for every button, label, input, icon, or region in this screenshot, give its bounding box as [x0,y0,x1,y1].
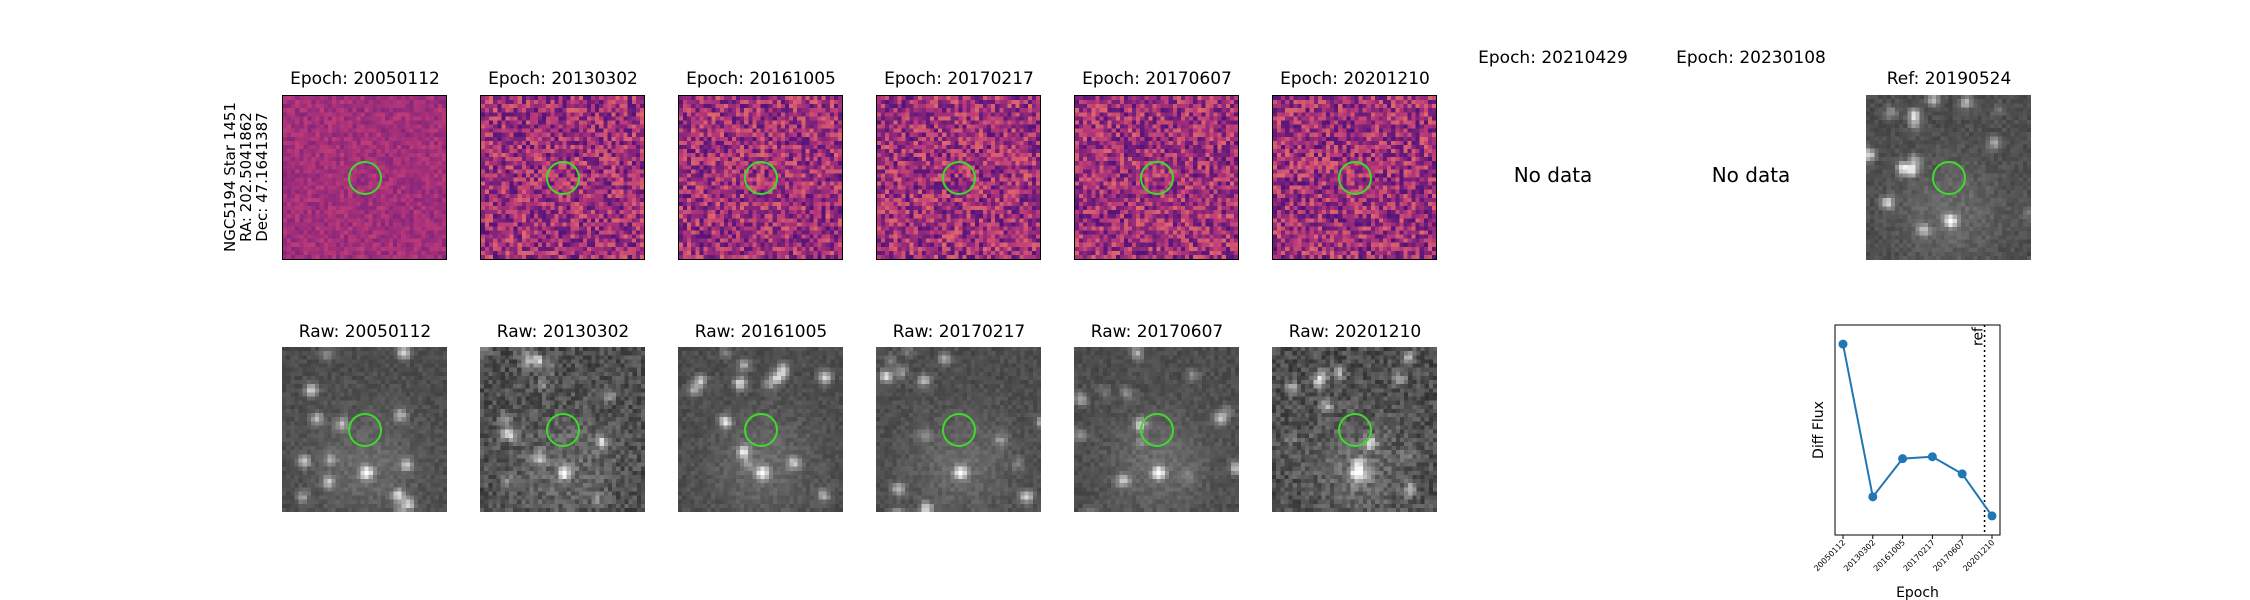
aperture-circle [941,160,976,195]
aperture-circle [743,160,778,195]
diff-title-3: Epoch: 20161005 [686,69,836,89]
diff-flux-point-20050112 [1838,339,1848,349]
aperture-circle [1337,412,1372,447]
x-axis-label: Epoch [1896,585,1939,600]
aperture-circle [941,412,976,447]
raw-image-5 [1074,347,1239,512]
light-curve-chart: 2005011220130302201610052017021720170607… [1811,324,2001,600]
raw-image-3 [678,347,843,512]
diff-flux-point-20130302 [1868,492,1878,502]
aperture-circle [1139,160,1174,195]
diff-title-7: Epoch: 20210429 [1478,48,1628,68]
aperture-circle [743,412,778,447]
reference-line-label: ref [1971,326,1987,346]
diff-title-4: Epoch: 20170217 [884,69,1034,89]
no-data-message-7: No data [1513,163,1593,187]
diff-title-1: Epoch: 20050112 [290,69,440,89]
raw-image-6 [1272,347,1437,512]
raw-title-4: Raw: 20170217 [892,322,1026,342]
diff-title-6: Epoch: 20201210 [1280,69,1430,89]
diff-image-1 [282,95,447,260]
aperture-circle [545,160,580,195]
raw-image-1 [282,347,447,512]
diff-image-6 [1272,95,1437,260]
ref-image [1866,95,2031,260]
diff-image-4 [876,95,1041,260]
raw-title-6: Raw: 20201210 [1288,322,1422,342]
diff-flux-series-line [1842,343,1993,517]
target-ra: RA: 202.5041862 [237,112,255,242]
diff-flux-point-20170217 [1927,452,1937,462]
diff-title-2: Epoch: 20130302 [488,69,638,89]
aperture-circle [347,160,382,195]
no-data-message-8: No data [1711,163,1791,187]
raw-image-4 [876,347,1041,512]
raw-title-5: Raw: 20170607 [1090,322,1224,342]
aperture-circle [1931,160,1966,195]
ref-title: Ref: 20190524 [1886,69,2012,89]
raw-title-1: Raw: 20050112 [298,322,432,342]
raw-title-2: Raw: 20130302 [496,322,630,342]
diff-image-3 [678,95,843,260]
diff-flux-point-20170607 [1957,469,1967,479]
diff-flux-point-20201210 [1987,511,1997,521]
y-axis-label: Diff Flux [1811,401,1827,459]
x-tick-label-20201210: 20201210 [1961,538,1996,573]
aperture-circle [1337,160,1372,195]
aperture-circle [347,412,382,447]
diff-image-2 [480,95,645,260]
aperture-circle [545,412,580,447]
diff-flux-point-20161005 [1898,454,1908,464]
raw-image-2 [480,347,645,512]
target-name: NGC5194 Star 1451 [221,102,239,252]
diff-image-5 [1074,95,1239,260]
aperture-circle [1139,412,1174,447]
raw-title-3: Raw: 20161005 [694,322,828,342]
diff-title-8: Epoch: 20230108 [1676,48,1826,68]
target-dec: Dec: 47.1641387 [253,112,271,242]
diff-title-5: Epoch: 20170607 [1082,69,1232,89]
plot-frame [1834,324,2001,536]
